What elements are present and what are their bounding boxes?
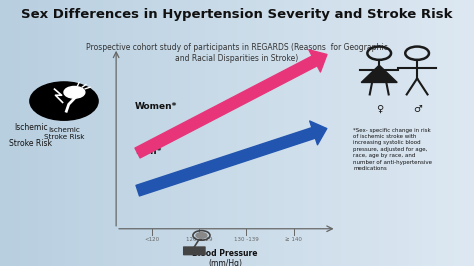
Text: Sex Differences in Hypertension Severity and Stroke Risk: Sex Differences in Hypertension Severity… [21, 8, 453, 21]
Circle shape [195, 232, 208, 239]
Text: 120 - 129: 120 - 129 [186, 237, 212, 242]
Text: Stroke Risk: Stroke Risk [9, 139, 52, 148]
Text: <120: <120 [144, 237, 159, 242]
Text: Women*: Women* [135, 102, 177, 111]
Circle shape [30, 82, 98, 120]
Text: Blood Pressure: Blood Pressure [192, 249, 258, 258]
Text: *Sex- specific change in risk
of ischemic stroke with
increasing systolic blood
: *Sex- specific change in risk of ischemi… [353, 128, 432, 171]
Text: (mm/Hg): (mm/Hg) [208, 259, 242, 266]
FancyArrowPatch shape [136, 121, 327, 196]
Text: 130 -139: 130 -139 [234, 237, 259, 242]
FancyBboxPatch shape [183, 246, 206, 255]
Text: Ischemic
Stroke Risk: Ischemic Stroke Risk [44, 127, 84, 140]
Text: Ischemic: Ischemic [14, 123, 47, 132]
Polygon shape [361, 65, 397, 82]
Text: Prospective cohort study of participants in REGARDS (Reasons  for Geographic
and: Prospective cohort study of participants… [86, 43, 388, 63]
Text: ♀: ♀ [375, 104, 383, 114]
Text: Men*: Men* [135, 147, 162, 156]
Circle shape [64, 86, 85, 98]
Text: ≥ 140: ≥ 140 [285, 237, 302, 242]
FancyArrowPatch shape [135, 50, 327, 158]
Text: ♂: ♂ [413, 104, 421, 114]
